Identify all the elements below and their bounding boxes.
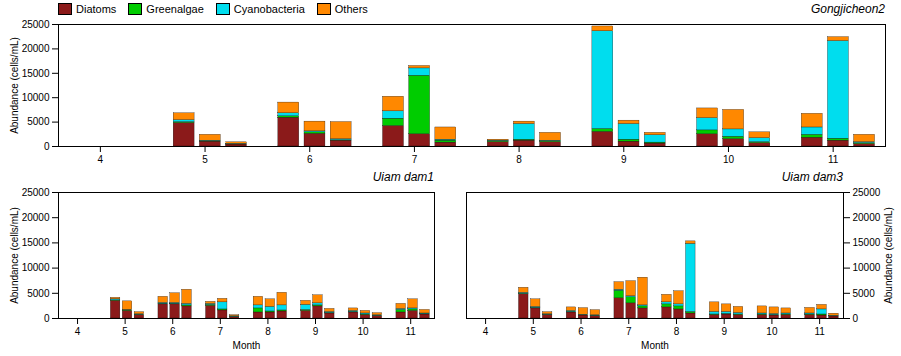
svg-text:Month: Month — [641, 340, 669, 351]
svg-text:11: 11 — [828, 154, 839, 165]
svg-text:6: 6 — [578, 326, 584, 337]
svg-text:6: 6 — [307, 154, 313, 165]
svg-text:25000: 25000 — [22, 19, 50, 30]
svg-text:20000: 20000 — [853, 212, 881, 223]
svg-text:Abundance (cells/mL): Abundance (cells/mL) — [9, 37, 20, 134]
svg-text:5: 5 — [122, 326, 128, 337]
svg-text:15000: 15000 — [22, 68, 50, 79]
svg-text:5000: 5000 — [27, 116, 50, 127]
svg-text:0: 0 — [853, 313, 859, 324]
html-text:Others: Others — [334, 3, 368, 15]
svg-text:10: 10 — [723, 154, 735, 165]
svg-text:6: 6 — [170, 326, 176, 337]
html-text:Diatoms: Diatoms — [76, 3, 117, 15]
html-text:Greenalgae: Greenalgae — [146, 3, 204, 15]
svg-text:8: 8 — [265, 326, 271, 337]
html-text:Uiam dam3: Uiam dam3 — [781, 170, 843, 184]
svg-text:Month: Month — [233, 340, 261, 351]
svg-text:0: 0 — [44, 313, 50, 324]
svg-text:8: 8 — [674, 326, 680, 337]
svg-text:5000: 5000 — [27, 288, 50, 299]
svg-text:10000: 10000 — [22, 262, 50, 273]
svg-text:9: 9 — [621, 154, 627, 165]
svg-text:7: 7 — [218, 326, 224, 337]
svg-text:4: 4 — [75, 326, 81, 337]
svg-text:10000: 10000 — [853, 262, 881, 273]
svg-text:11: 11 — [814, 326, 825, 337]
svg-text:4: 4 — [483, 326, 489, 337]
svg-text:7: 7 — [626, 326, 632, 337]
html-text:Gongjicheon2: Gongjicheon2 — [810, 2, 885, 16]
svg-text:10000: 10000 — [22, 92, 50, 103]
svg-text:0: 0 — [44, 141, 50, 152]
svg-text:20000: 20000 — [22, 212, 50, 223]
svg-text:8: 8 — [516, 154, 522, 165]
svg-text:Abundance (cells/mL): Abundance (cells/mL) — [883, 207, 894, 304]
svg-text:5: 5 — [531, 326, 537, 337]
svg-text:11: 11 — [406, 326, 417, 337]
svg-text:15000: 15000 — [22, 237, 50, 248]
svg-text:9: 9 — [313, 326, 319, 337]
svg-text:20000: 20000 — [22, 43, 50, 54]
svg-text:15000: 15000 — [853, 237, 881, 248]
svg-text:Abundance (cells/mL): Abundance (cells/mL) — [9, 207, 20, 304]
svg-text:4: 4 — [98, 154, 104, 165]
html-text:Uiam dam1: Uiam dam1 — [372, 170, 434, 184]
svg-text:5000: 5000 — [853, 288, 876, 299]
svg-text:25000: 25000 — [22, 187, 50, 198]
svg-text:10: 10 — [766, 326, 778, 337]
svg-text:9: 9 — [721, 326, 727, 337]
svg-text:10: 10 — [358, 326, 370, 337]
svg-text:5: 5 — [202, 154, 208, 165]
svg-text:25000: 25000 — [853, 187, 881, 198]
svg-text:7: 7 — [412, 154, 418, 165]
html-text:Cyanobacteria: Cyanobacteria — [233, 3, 305, 15]
